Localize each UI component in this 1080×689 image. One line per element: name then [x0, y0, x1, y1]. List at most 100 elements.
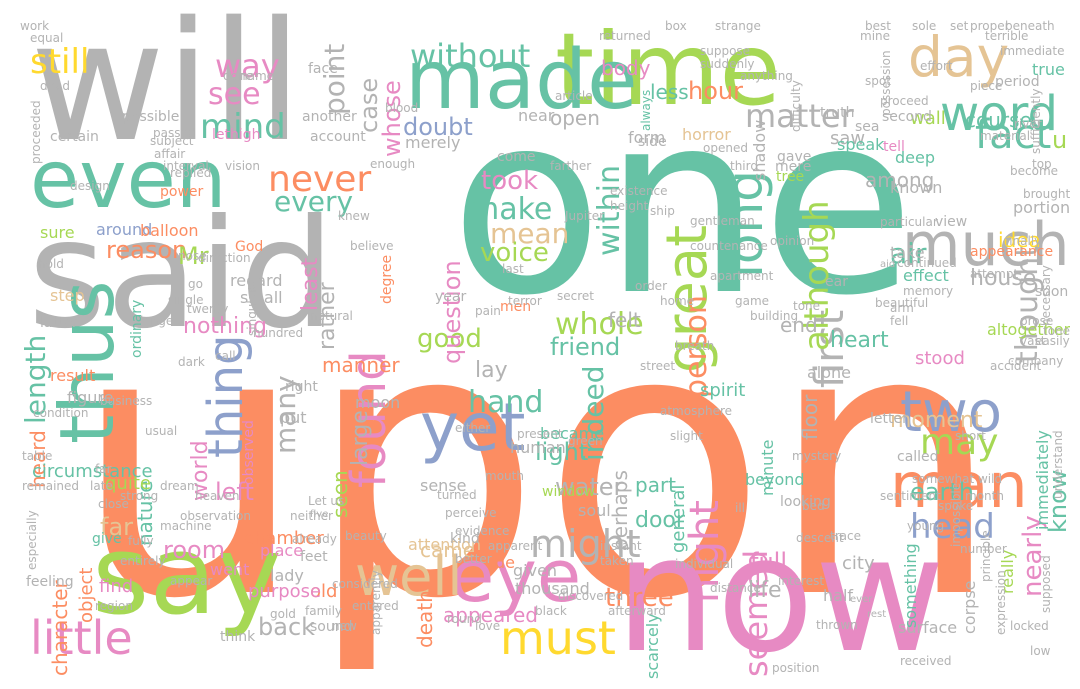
word-apartment: apartment	[710, 269, 774, 283]
word-beautiful: beautiful	[875, 296, 929, 310]
word-region: region	[95, 599, 133, 613]
word-fully: fully	[128, 534, 154, 548]
word-full: full	[750, 548, 787, 576]
word-half: half	[823, 586, 854, 605]
word-hold: hold	[38, 257, 64, 271]
word-hour: hour	[688, 77, 743, 105]
word-letter: letter	[870, 411, 908, 427]
word-especially: especially	[25, 510, 39, 570]
word-better: better	[455, 552, 492, 566]
word-low: low	[1030, 644, 1051, 658]
word-machine: machine	[160, 519, 212, 533]
word-gentleman: gentleman	[690, 214, 755, 228]
word-another: another	[302, 109, 357, 125]
word-made: made	[405, 33, 638, 128]
word-water: water	[555, 473, 624, 501]
word-balloon: balloon	[140, 221, 199, 240]
word-right: right	[285, 379, 318, 395]
word-direction: direction	[198, 251, 251, 265]
word-face: face	[308, 61, 338, 77]
word-mere: mere	[775, 159, 812, 175]
word-attempt: attempt	[970, 267, 1019, 281]
word-anything: anything	[740, 69, 793, 83]
word-must: must	[500, 611, 616, 665]
word-appeared: appeared	[443, 603, 538, 627]
word-near: near	[518, 106, 555, 125]
word-opened: opened	[703, 141, 748, 155]
word-brought: brought	[1023, 187, 1070, 201]
word-immediate: immediate	[1000, 44, 1065, 58]
word-heaven: heaven	[195, 489, 240, 503]
word-way: way	[215, 47, 280, 85]
word-green: green	[568, 434, 603, 448]
word-latter: latter	[40, 315, 78, 331]
word-knew: knew	[338, 209, 370, 223]
word-idea: idea	[998, 228, 1041, 252]
word-vast: vast	[1020, 334, 1046, 348]
word-thousand: thousand	[515, 579, 590, 598]
word-whose: whose	[378, 80, 406, 157]
word-returned: returned	[599, 29, 651, 43]
word-came: came	[420, 538, 476, 562]
word-will: will	[30, 10, 303, 178]
word-home: home	[660, 294, 695, 308]
word-evidence: evidence	[455, 524, 510, 538]
word-heart: heart	[830, 328, 889, 353]
word-late: late	[90, 479, 113, 493]
word-de: de	[495, 553, 515, 572]
word-ever: ever	[850, 594, 873, 605]
word-jupiter: Jupiter	[565, 209, 605, 223]
word-necessary: necessary	[1039, 265, 1053, 326]
word-power: power	[160, 184, 204, 200]
word-time: time	[555, 11, 781, 128]
word-five: five	[310, 509, 329, 520]
word-mean: mean	[490, 217, 570, 250]
word-either: either	[455, 421, 491, 435]
word-kind: kind	[450, 531, 480, 547]
word-character: character	[48, 580, 72, 676]
word-left: left	[215, 478, 254, 506]
word-beneath: beneath	[1005, 19, 1055, 33]
word-single: single	[168, 293, 204, 307]
word-last: last	[502, 262, 524, 276]
word-tell: tell	[883, 139, 905, 155]
word-sufficiently: sufficiently	[1029, 88, 1043, 154]
word-effect: effect	[903, 266, 949, 285]
word-observation: observation	[180, 509, 251, 523]
word-far: far	[95, 462, 112, 476]
word-dead: dead	[40, 79, 70, 93]
word-floor: floor	[798, 394, 822, 440]
word-room: room	[163, 536, 226, 564]
word-account: account	[310, 129, 366, 145]
word-every: every	[274, 185, 354, 218]
word-old: old	[310, 581, 338, 602]
word-whole: whole	[555, 307, 644, 342]
word-spirit: spirit	[700, 380, 746, 401]
word-reason: reason	[106, 236, 188, 264]
word-tone: tone	[793, 299, 821, 313]
word-small: small	[240, 288, 283, 307]
word-men: men	[500, 299, 532, 315]
word-strong: strong	[120, 489, 159, 503]
word-step: step	[50, 286, 85, 305]
word-proceed: proceed	[880, 94, 929, 108]
word-secret: secret	[557, 289, 594, 303]
word-month: month	[965, 489, 1004, 503]
word-take: take	[890, 243, 925, 262]
word-slight: slight	[670, 429, 703, 443]
word-without: without	[410, 37, 531, 75]
word-affair: affair	[154, 147, 186, 161]
word-entirely: entirely	[120, 554, 166, 568]
word-top: top	[1032, 157, 1052, 171]
word-blood: blood	[385, 101, 419, 115]
word-point: point	[318, 43, 351, 115]
word-may: may	[920, 422, 999, 463]
word-hundred: hundred	[253, 326, 304, 340]
word-remained: remained	[22, 479, 80, 493]
word-feet: feet	[300, 549, 328, 565]
word-ear: ear	[825, 274, 848, 290]
word-family: family	[305, 604, 343, 618]
word-portion: portion	[1013, 198, 1070, 217]
word-large: large	[348, 410, 373, 466]
word-subject: subject	[150, 134, 194, 148]
